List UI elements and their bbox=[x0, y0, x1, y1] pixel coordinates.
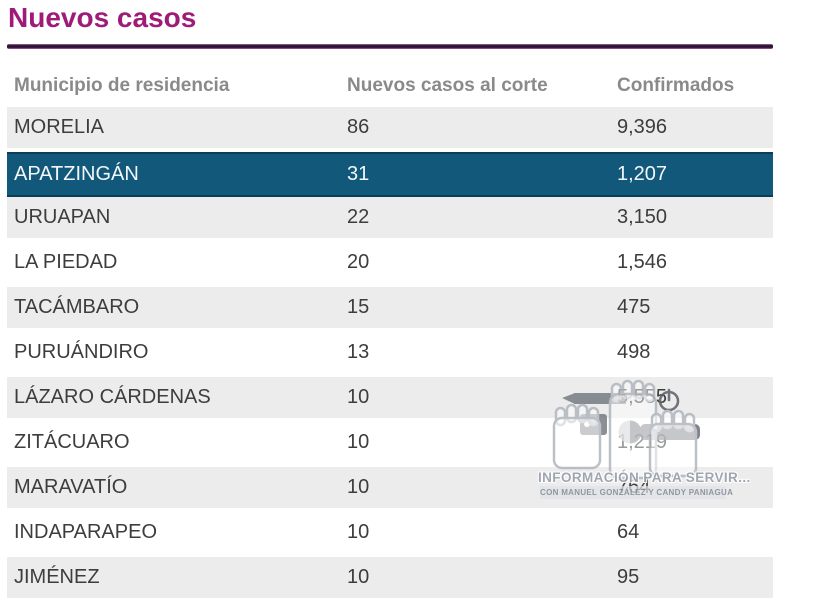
table-row: URUAPAN 22 3,150 bbox=[7, 197, 773, 242]
cell-municipio: JIMÉNEZ bbox=[14, 566, 100, 588]
table-row: INDAPARAPEO 10 64 bbox=[7, 512, 773, 557]
column-header-municipio: Municipio de residencia bbox=[14, 75, 230, 96]
table-row: PURUÁNDIRO 13 498 bbox=[7, 332, 773, 377]
cell-confirmados: 3,150 bbox=[617, 206, 668, 228]
table-row: JIMÉNEZ 10 95 bbox=[7, 557, 773, 602]
cell-confirmados: 475 bbox=[617, 296, 651, 318]
cell-nuevos: 10 bbox=[347, 431, 370, 453]
column-header-nuevos: Nuevos casos al corte bbox=[347, 75, 548, 96]
cell-municipio: APATZINGÁN bbox=[14, 163, 139, 185]
cell-municipio: MARAVATÍO bbox=[14, 476, 128, 498]
cell-nuevos: 13 bbox=[347, 341, 370, 363]
cell-municipio: LA PIEDAD bbox=[14, 251, 118, 273]
cell-nuevos: 22 bbox=[347, 206, 370, 228]
table-row: MARAVATÍO 10 764 bbox=[7, 467, 773, 512]
table-row: LÁZARO CÁRDENAS 10 5,555 bbox=[7, 377, 773, 422]
table-row: MORELIA 86 9,396 bbox=[7, 107, 773, 152]
table-row: APATZINGÁN 31 1,207 bbox=[7, 152, 773, 197]
cell-confirmados: 64 bbox=[617, 521, 640, 543]
table-row: ZITÁCUARO 10 1,219 bbox=[7, 422, 773, 467]
cell-municipio: INDAPARAPEO bbox=[14, 521, 157, 543]
cell-confirmados: 95 bbox=[617, 566, 640, 588]
cell-municipio: ZITÁCUARO bbox=[14, 431, 130, 453]
cell-nuevos: 10 bbox=[347, 521, 370, 543]
cell-confirmados: 5,555 bbox=[617, 386, 668, 408]
page-title: Nuevos casos bbox=[8, 2, 197, 33]
cell-confirmados: 9,396 bbox=[617, 116, 668, 138]
cell-nuevos: 31 bbox=[347, 163, 370, 185]
cell-confirmados: 1,207 bbox=[617, 163, 668, 185]
cell-nuevos: 15 bbox=[347, 296, 370, 318]
title-divider bbox=[7, 44, 773, 49]
cell-nuevos: 10 bbox=[347, 386, 370, 408]
cell-confirmados: 1,546 bbox=[617, 251, 668, 273]
cell-municipio: PURUÁNDIRO bbox=[14, 341, 149, 363]
cell-municipio: URUAPAN bbox=[14, 206, 111, 228]
cell-confirmados: 1,219 bbox=[617, 431, 668, 453]
cell-nuevos: 86 bbox=[347, 116, 370, 138]
cell-confirmados: 498 bbox=[617, 341, 651, 363]
cell-municipio: MORELIA bbox=[14, 116, 105, 138]
cell-municipio: TACÁMBARO bbox=[14, 296, 140, 318]
table-body: MORELIA 86 9,396 APATZINGÁN 31 1,207 URU… bbox=[7, 107, 773, 602]
column-header-confirmados: Confirmados bbox=[617, 75, 735, 96]
table-row: TACÁMBARO 15 475 bbox=[7, 287, 773, 332]
table-row: LA PIEDAD 20 1,546 bbox=[7, 242, 773, 287]
cell-nuevos: 20 bbox=[347, 251, 370, 273]
cell-nuevos: 10 bbox=[347, 566, 370, 588]
cell-municipio: LÁZARO CÁRDENAS bbox=[14, 386, 211, 408]
cell-confirmados: 764 bbox=[617, 476, 651, 498]
cell-nuevos: 10 bbox=[347, 476, 370, 498]
table-header: Municipio de residencia Nuevos casos al … bbox=[7, 70, 773, 102]
